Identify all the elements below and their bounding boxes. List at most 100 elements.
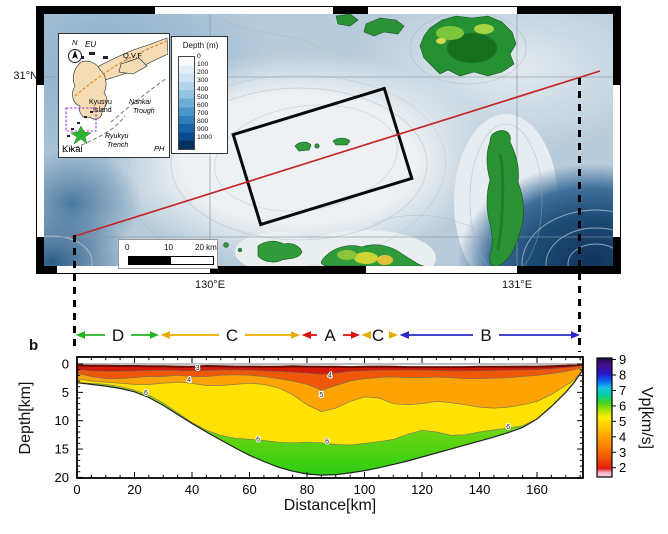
depth-legend-title: Depth (m)	[182, 41, 219, 50]
contour-vp-5	[76, 369, 584, 412]
compass-icon	[68, 49, 82, 63]
depth-legend: Depth (m) 0 100 200 300 400 500 600 700 800 900 10…	[171, 36, 228, 154]
scalebar-black-half	[128, 256, 172, 265]
colorbar	[596, 357, 613, 478]
frame-seg	[333, 6, 368, 14]
inset-nankai-trough-line	[110, 77, 168, 123]
inset-nankai-label-1: Nankai	[129, 99, 151, 106]
y-tick-label: 5	[62, 385, 69, 400]
frame-seg	[517, 6, 621, 14]
inset-ryukyu-label-2: Trench	[107, 142, 128, 149]
depth-tick-label: 1000	[197, 134, 213, 142]
inset-kikai-marker	[70, 125, 92, 145]
islet-nw	[335, 14, 359, 27]
depth-tick-label: 500	[197, 93, 209, 101]
scalebar-0: 0	[125, 243, 130, 252]
contour-label: 6	[144, 390, 148, 397]
scalebar-10: 10	[164, 243, 173, 252]
segment-label: C	[372, 326, 384, 345]
x-tick-label: 60	[242, 482, 256, 497]
depth-tick-label: 0	[197, 53, 201, 60]
map-scalebar: 0 10 20 km	[118, 239, 218, 269]
depth-tick-label: 600	[197, 101, 209, 109]
x-tick-label: 80	[300, 482, 314, 497]
segment-label: C	[226, 326, 238, 345]
segment-arrowhead	[150, 331, 159, 339]
inset-qvf-line	[74, 40, 168, 97]
inset-ph-label: PH	[154, 144, 165, 153]
contour-label: 3	[196, 365, 200, 372]
island-tanegashima	[486, 130, 524, 266]
inset-kyusyu-label-2: Island	[93, 107, 112, 114]
contour-vp-3	[76, 365, 584, 375]
colorbar-tick-label: 4	[619, 429, 626, 444]
frame-seg	[210, 266, 366, 274]
depth-tick-label: 700	[197, 109, 209, 117]
segment-arrowhead	[389, 331, 398, 339]
segment-arrowhead	[161, 331, 170, 339]
island-caldera-east	[332, 137, 351, 146]
x-tick-label: 120	[411, 482, 433, 497]
inset-eu-label: EU	[85, 40, 96, 49]
contour-label: 6	[256, 436, 260, 443]
frame-seg	[36, 266, 57, 274]
segment-label: B	[480, 326, 491, 345]
frame-seg	[36, 237, 44, 274]
frame-seg	[613, 6, 621, 85]
segment-arrowhead	[302, 331, 311, 339]
depth-tick-label: 900	[197, 126, 209, 134]
profile-segment-b: B	[400, 326, 572, 345]
segment-label: A	[324, 326, 336, 345]
contour-label: 6	[506, 424, 510, 431]
x-tick-label: 0	[73, 482, 80, 497]
y-tick-label: 10	[55, 413, 69, 428]
inset-ryukyu-trench-line	[62, 115, 126, 153]
scalebar-20: 20 km	[195, 243, 217, 252]
island-kuchinoerabu	[363, 17, 405, 37]
inset-kyusyu-label-1: Kyusyu	[89, 99, 112, 106]
x-tick-label: 140	[469, 482, 491, 497]
segment-arrowhead	[400, 331, 409, 339]
inset-n-label: N	[72, 38, 78, 47]
colorbar-tick-label: 8	[619, 368, 626, 383]
scalebar-white-half	[170, 256, 214, 265]
contour-label: 4	[187, 377, 191, 384]
segment-label: D	[112, 326, 124, 345]
projection-dash-right	[578, 78, 581, 352]
segment-arrowhead	[362, 331, 371, 339]
colorbar-tick-label: 6	[619, 398, 626, 413]
x-tick-label: 20	[127, 482, 141, 497]
depth-tick-label: 400	[197, 85, 209, 93]
depth-tick-label: 100	[197, 61, 209, 69]
inset-kyushu	[72, 60, 108, 120]
y-tick-label: 20	[55, 470, 69, 485]
contour-vp-6	[76, 369, 584, 446]
x-axis-title: Distance[km]	[283, 497, 377, 514]
study-area-rectangle	[231, 86, 414, 227]
contour-label: 6	[325, 439, 329, 446]
colorbar-tick-label: 2	[619, 460, 626, 475]
lon-label-130: 130°E	[194, 279, 226, 291]
seafloor-line	[76, 363, 584, 369]
x-tick-label: 100	[354, 482, 376, 497]
contour-vp-4	[76, 367, 584, 391]
inset-ryukyu-label-1: Ryukyu	[105, 133, 128, 140]
depth-legend-gradient	[178, 56, 195, 150]
section-frame	[76, 356, 584, 479]
deep-sw-corner	[44, 210, 137, 266]
inset-qvf-label: Q.V.F	[123, 51, 142, 60]
x-tick-label: 160	[526, 482, 548, 497]
depth-tick-label: 800	[197, 118, 209, 126]
survey-line	[71, 70, 601, 238]
depth-tick-label: 200	[197, 69, 209, 77]
bathy-contours	[44, 14, 543, 266]
contour-label: 5	[319, 392, 323, 399]
y-axis-title: Depth[km]	[17, 381, 34, 455]
island-sw	[257, 240, 303, 263]
island-caldera-west	[294, 141, 312, 152]
y-tick-label: 15	[55, 442, 69, 457]
y-tick-label: 0	[62, 357, 69, 372]
inset-nankai-label-2: Trough	[133, 108, 155, 115]
